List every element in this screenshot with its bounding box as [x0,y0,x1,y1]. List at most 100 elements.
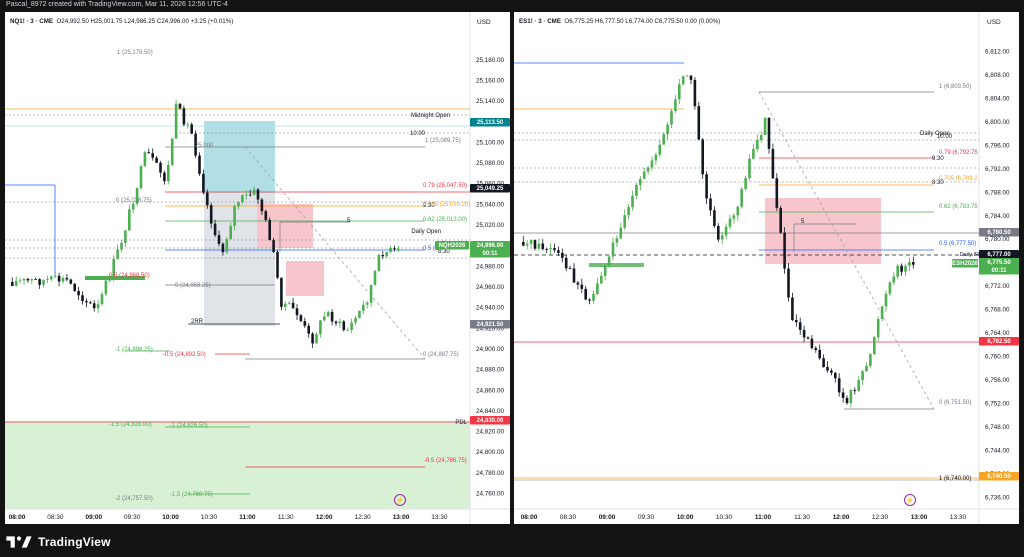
symbol-label[interactable]: ES1! · 3 · CME [519,18,561,25]
symbol-legend[interactable]: NQ1! · 3 · CME O24,992.50 H25,001.75 L24… [10,18,233,25]
pdl-target-zone [5,421,470,509]
candle-body [779,207,782,233]
price-chart[interactable]: 6,812.00 6,808.00 6,804.00 6,800.00 6,796.00… [514,12,1019,524]
candle-body [522,242,525,246]
level-label: 0 (24,958.25) [175,283,211,289]
level-label: 25,000 [195,143,214,149]
level-label: 9:30 [423,203,435,209]
currency-label[interactable]: USD [477,19,491,26]
candle-body [756,140,759,150]
time-tick-label: 09:00 [85,514,102,521]
candle-body [350,322,353,330]
price-tick-label: 6,784.00 [985,213,1010,220]
candle-body [564,257,568,269]
symbol-label[interactable]: NQ1! · 3 · CME [10,18,53,25]
symbol-legend[interactable]: ES1! · 3 · CME O6,775.25 H6,777.50 L6,77… [519,18,720,25]
fib-trendline [244,146,426,360]
candle-body [681,76,685,85]
candle-body [241,195,244,202]
candle-body [120,242,123,250]
candle-body [662,134,665,145]
price-tick-label: 24,860.00 [476,387,505,394]
level-label: 10:00 [937,134,953,140]
price-chart[interactable]: 25,180.0025,160.0025,140.0025,120.0025,1… [5,12,510,524]
candle-body [736,206,740,216]
candle-body [600,275,603,284]
candle-body [280,277,283,307]
price-tick-label: 24,880.00 [476,367,505,374]
candle-body [155,157,158,163]
candle-body [354,317,357,323]
tradingview-brand[interactable]: TradingView [6,535,111,549]
candle-body [724,226,728,236]
price-tick-label: 6,804.00 [985,96,1010,103]
time-tick-label: 10:00 [162,514,179,521]
candle-body [697,106,701,140]
candle-body [131,203,135,210]
lightning-icon [394,494,406,506]
price-tick-label: 25,100.00 [476,139,505,146]
candle-body [900,265,903,272]
price-badge [979,472,1019,481]
price-tick-label: 25,020.00 [476,222,505,229]
candle-body [713,210,716,226]
candle-body [18,280,22,282]
long-target-box [204,121,275,193]
level-label: -0.5 (24,786.75) [424,458,467,464]
candle-body [393,248,396,249]
candle-body [96,304,100,309]
candle-body [529,240,533,244]
price-tick-label: 24,800.00 [476,449,505,456]
candle-body [14,280,18,286]
candle-body [206,192,209,206]
chart-pane-es[interactable]: ES1! · 3 · CME O6,775.25 H6,777.50 L6,77… [514,12,1019,524]
candle-body [561,252,564,258]
time-tick-label: 10:00 [677,514,694,521]
candle-body [326,311,330,317]
candle-body [596,283,599,295]
level-label: 0.79 (25,047.50) [423,183,467,189]
price-badge-label: 25,049.25 [477,186,504,192]
chart-pane-nq[interactable]: NQ1! · 3 · CME O24,992.50 H25,001.75 L24… [5,12,510,524]
price-tick-label: 24,960.00 [476,284,505,291]
price-badge-label: 6,762.50 [987,339,1011,345]
candle-body [646,167,650,172]
price-badge-label: 6,777.00 [987,252,1011,258]
candle-body [65,277,69,280]
currency-label[interactable]: USD [987,19,1001,26]
candle-body [775,178,779,208]
candle-body [100,294,104,305]
candle-body [225,239,229,253]
candle-body [650,160,654,168]
candle-body [385,251,388,257]
candle-body [194,133,197,156]
time-tick-label: 11:30 [278,514,294,521]
ohlc-readout: O6,775.25 H6,777.50 L6,774.00 C6,775.50 … [564,18,721,25]
candle-body [787,268,790,298]
time-tick-label: 13:30 [431,514,448,521]
candle-body [213,223,217,236]
candle-body [834,372,837,379]
candle-body [167,164,170,182]
time-tick-label: 13:30 [950,514,967,521]
price-tick-label: 24,940.00 [476,305,505,312]
price-badge-label: NQH2026 [439,243,466,249]
candle-body [377,255,381,271]
candle-body [759,135,763,141]
fib-trendline [758,91,935,410]
candle-body [338,321,342,324]
candle-body [580,284,584,289]
candle-body [159,162,162,173]
candle-body [592,294,595,301]
candle-body [841,392,845,398]
price-badge [470,416,510,425]
candle-body [221,243,225,253]
candle-body [818,349,821,359]
level-label: 5 [801,219,805,225]
candle-body [373,270,377,285]
level-label: 5 [347,218,351,224]
candle-body [740,188,743,207]
price-tick-label: 6,796.00 [985,142,1010,149]
price-tick-label: 24,780.00 [476,470,505,477]
candle-body [291,302,295,309]
